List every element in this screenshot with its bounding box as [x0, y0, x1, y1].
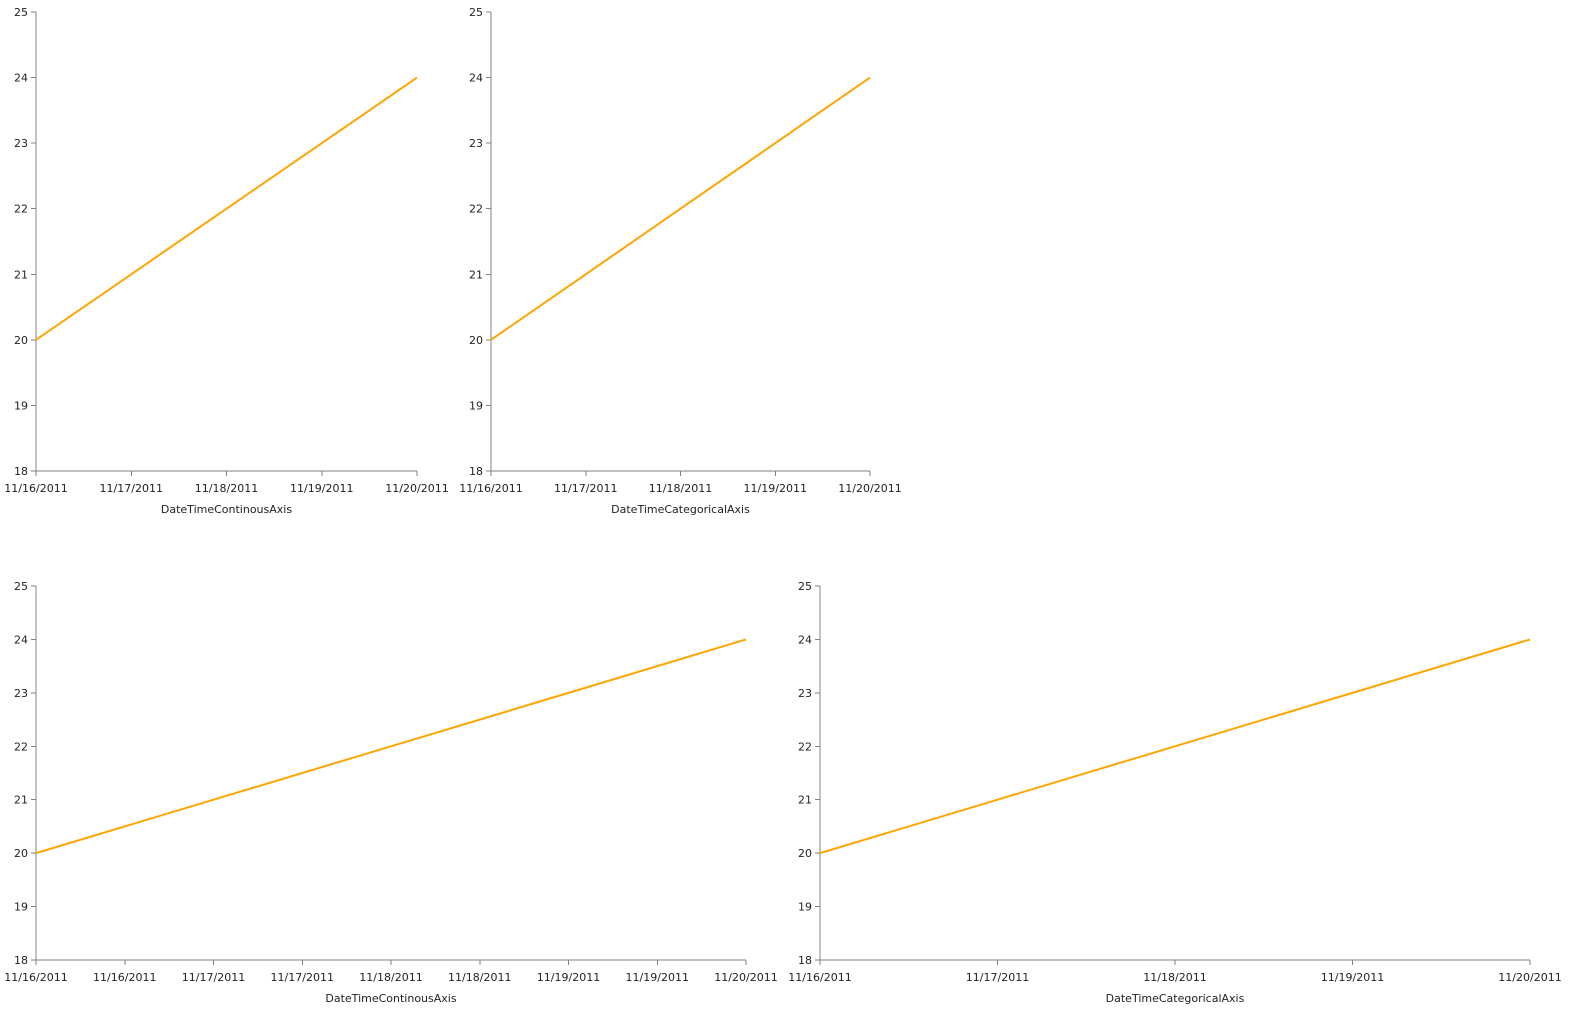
chart-3: 18 19 20 21 22 23 24 25 11/16/2011 11/16/2011 11/1…: [4, 580, 777, 1005]
y-tick-label: 20: [798, 847, 812, 860]
x-axis-title: DateTimeCategoricalAxis: [1106, 992, 1245, 1005]
y-tick-label: 24: [469, 72, 483, 85]
y-tick-label: 23: [469, 137, 483, 150]
y-tick-label: 24: [14, 72, 28, 85]
y-tick-label: 18: [14, 954, 28, 967]
x-tick-label: 11/20/2011: [1498, 971, 1561, 984]
x-tick-label: 11/20/2011: [714, 971, 777, 984]
x-tick-label: 11/19/2011: [290, 482, 353, 495]
x-tick-label: 11/18/2011: [448, 971, 511, 984]
x-tick-label: 11/18/2011: [1143, 971, 1206, 984]
x-tick-label: 11/17/2011: [271, 971, 334, 984]
y-tick-label: 21: [14, 794, 28, 807]
x-tick-label: 11/20/2011: [385, 482, 448, 495]
y-tick-label: 20: [14, 847, 28, 860]
series-line: [819, 638, 1531, 855]
y-tick-label: 20: [469, 334, 483, 347]
y-tick-label: 21: [469, 268, 483, 281]
x-tick-label: 11/16/2011: [4, 971, 67, 984]
x-tick-label: 11/19/2011: [626, 971, 689, 984]
series-line: [35, 76, 418, 341]
x-tick-label: 11/17/2011: [966, 971, 1029, 984]
chart-1: 18 19 20 21 22 23 24 25 11/16/2011 11/17/2011 11/1…: [4, 6, 448, 516]
y-tick-label: 19: [14, 901, 28, 914]
y-tick-label: 25: [14, 580, 28, 593]
y-tick-label: 19: [469, 399, 483, 412]
y-tick-label: 18: [14, 465, 28, 478]
x-tick-label: 11/16/2011: [459, 482, 522, 495]
x-tick-label: 11/16/2011: [788, 971, 851, 984]
y-tick-label: 21: [798, 794, 812, 807]
x-tick-label: 11/19/2011: [537, 971, 600, 984]
y-tick-label: 19: [14, 399, 28, 412]
series-line: [35, 638, 747, 855]
y-tick-label: 25: [798, 580, 812, 593]
x-tick-label: 11/17/2011: [182, 971, 245, 984]
y-tick-label: 24: [798, 633, 812, 646]
x-axis-title: DateTimeCategoricalAxis: [611, 503, 750, 516]
x-axis-title: DateTimeContinousAxis: [161, 503, 292, 516]
y-tick-label: 23: [14, 137, 28, 150]
y-tick-label: 22: [14, 740, 28, 753]
y-tick-label: 18: [469, 465, 483, 478]
x-tick-label: 11/19/2011: [1321, 971, 1384, 984]
y-tick-label: 22: [798, 740, 812, 753]
chart-4: 18 19 20 21 22 23 24 25 11/16/2011 11/17/2011 11/1…: [788, 580, 1561, 1005]
y-tick-label: 23: [798, 687, 812, 700]
series-line: [490, 76, 871, 341]
y-tick-label: 23: [14, 687, 28, 700]
chart-2: 18 19 20 21 22 23 24 25 11/16/2011 11/17/2011 11/1…: [459, 6, 901, 516]
x-axis-title: DateTimeContinousAxis: [325, 992, 456, 1005]
x-tick-label: 11/18/2011: [359, 971, 422, 984]
y-tick-label: 25: [14, 6, 28, 19]
y-tick-label: 22: [14, 203, 28, 216]
x-tick-label: 11/18/2011: [195, 482, 258, 495]
y-tick-label: 25: [469, 6, 483, 19]
x-tick-label: 11/16/2011: [4, 482, 67, 495]
y-tick-label: 22: [469, 203, 483, 216]
x-tick-label: 11/20/2011: [838, 482, 901, 495]
y-tick-label: 18: [798, 954, 812, 967]
y-tick-label: 21: [14, 268, 28, 281]
x-tick-label: 11/19/2011: [744, 482, 807, 495]
x-tick-label: 11/17/2011: [100, 482, 163, 495]
y-tick-label: 19: [798, 901, 812, 914]
x-tick-label: 11/16/2011: [93, 971, 156, 984]
x-tick-label: 11/18/2011: [649, 482, 712, 495]
y-tick-label: 24: [14, 633, 28, 646]
x-tick-label: 11/17/2011: [554, 482, 617, 495]
y-tick-label: 20: [14, 334, 28, 347]
